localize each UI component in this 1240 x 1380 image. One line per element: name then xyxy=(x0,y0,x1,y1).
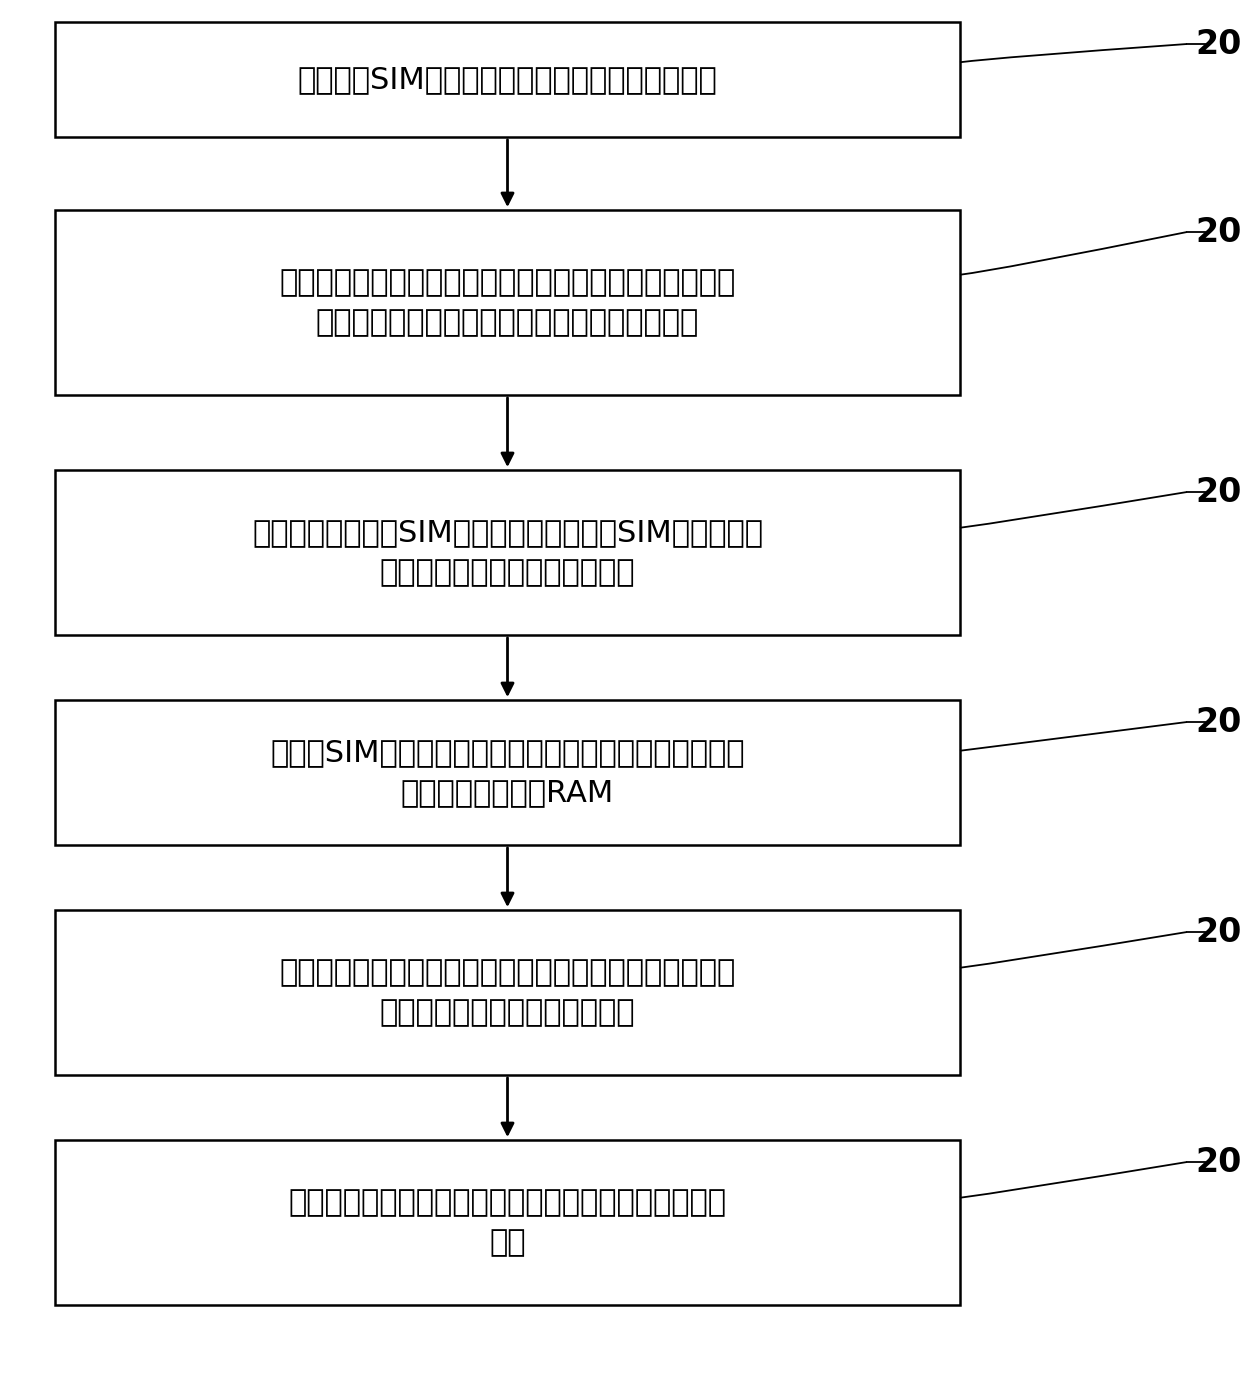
Bar xyxy=(55,700,960,845)
Text: 终端下载SIM通信信息、保密算法和保密算法密钥: 终端下载SIM通信信息、保密算法和保密算法密钥 xyxy=(298,65,718,94)
Text: 201: 201 xyxy=(1195,28,1240,61)
Text: 当接收到选择所述SIM卡的指令时，将所述SIM通信信息写
入所述终端的第三预留存储空间: 当接收到选择所述SIM卡的指令时，将所述SIM通信信息写 入所述终端的第三预留存… xyxy=(252,518,763,588)
Text: 203: 203 xyxy=(1195,476,1240,508)
Text: 205: 205 xyxy=(1195,915,1240,948)
Text: 将所述保密算法写入所述终端的第一预留存储空间，将所
述保密算法密钥写入所终端的第二预留存储空间: 将所述保密算法写入所述终端的第一预留存储空间，将所 述保密算法密钥写入所终端的第… xyxy=(279,268,735,337)
Text: 202: 202 xyxy=(1195,215,1240,248)
Bar xyxy=(55,1140,960,1305)
Bar xyxy=(55,22,960,137)
Text: 根据所述保密算法的执行结果确定终端用户的身份鉴权
结果: 根据所述保密算法的执行结果确定终端用户的身份鉴权 结果 xyxy=(289,1188,727,1257)
Text: 将网络侧下发的随机数和所述保密算法密钥作为所述保密
算法的输入参数，执行保密算法: 将网络侧下发的随机数和所述保密算法密钥作为所述保密 算法的输入参数，执行保密算法 xyxy=(279,958,735,1027)
Text: 207: 207 xyxy=(1195,1145,1240,1179)
Bar xyxy=(55,471,960,635)
Text: 204: 204 xyxy=(1195,705,1240,738)
Text: 当所述SIM卡被激活后，将所述保密算法和保密算法密钥
加载到所述终端的RAM: 当所述SIM卡被激活后，将所述保密算法和保密算法密钥 加载到所述终端的RAM xyxy=(270,738,745,807)
Bar xyxy=(55,210,960,395)
Bar xyxy=(55,909,960,1075)
